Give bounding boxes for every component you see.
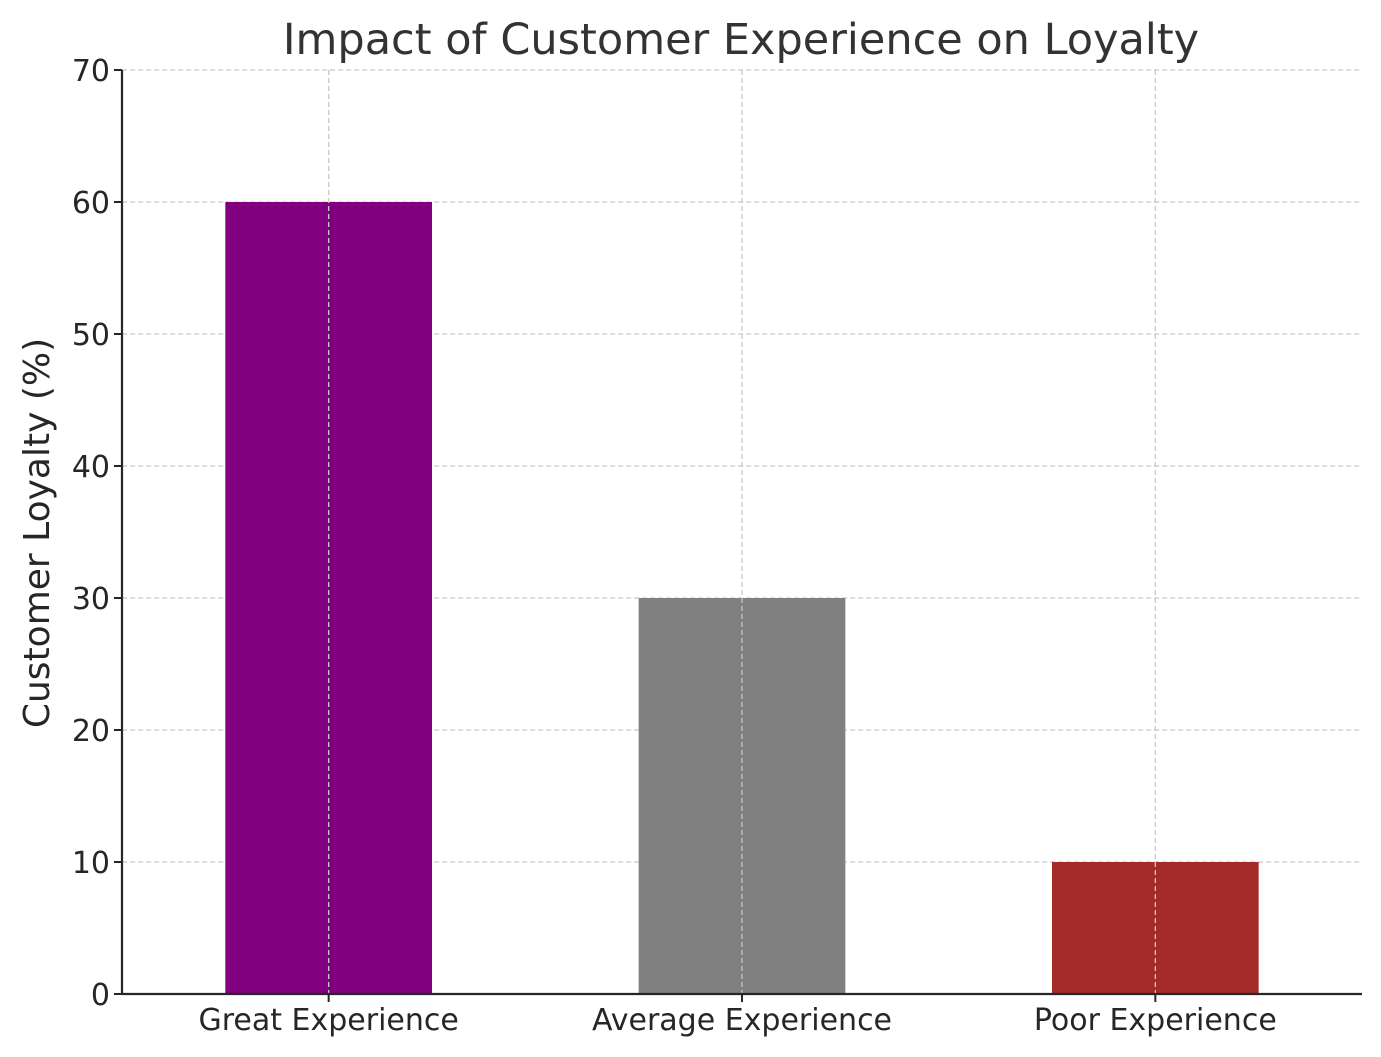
- y-tick-label: 50: [72, 318, 110, 353]
- x-tick-label: Average Experience: [592, 1003, 892, 1038]
- y-tick-label: 20: [72, 714, 110, 749]
- y-tick-label: 10: [72, 846, 110, 881]
- y-tick-label: 0: [91, 978, 110, 1013]
- y-tick-label: 30: [72, 582, 110, 617]
- y-tick-label: 70: [72, 54, 110, 89]
- y-axis-title: Customer Loyalty (%): [17, 338, 58, 728]
- y-tick-label: 60: [72, 186, 110, 221]
- y-tick-label: 40: [72, 450, 110, 485]
- x-grid-lines: [328, 70, 1156, 994]
- x-tick-label: Poor Experience: [1034, 1003, 1277, 1038]
- x-tick-label: Great Experience: [198, 1003, 458, 1038]
- x-axis-ticks: Great Experience Average Experience Poor E…: [198, 994, 1277, 1038]
- y-axis-ticks: 0 10 20 30 40 50 60 70: [72, 54, 122, 1013]
- chart-title: Impact of Customer Experience on Loyalty: [283, 15, 1199, 65]
